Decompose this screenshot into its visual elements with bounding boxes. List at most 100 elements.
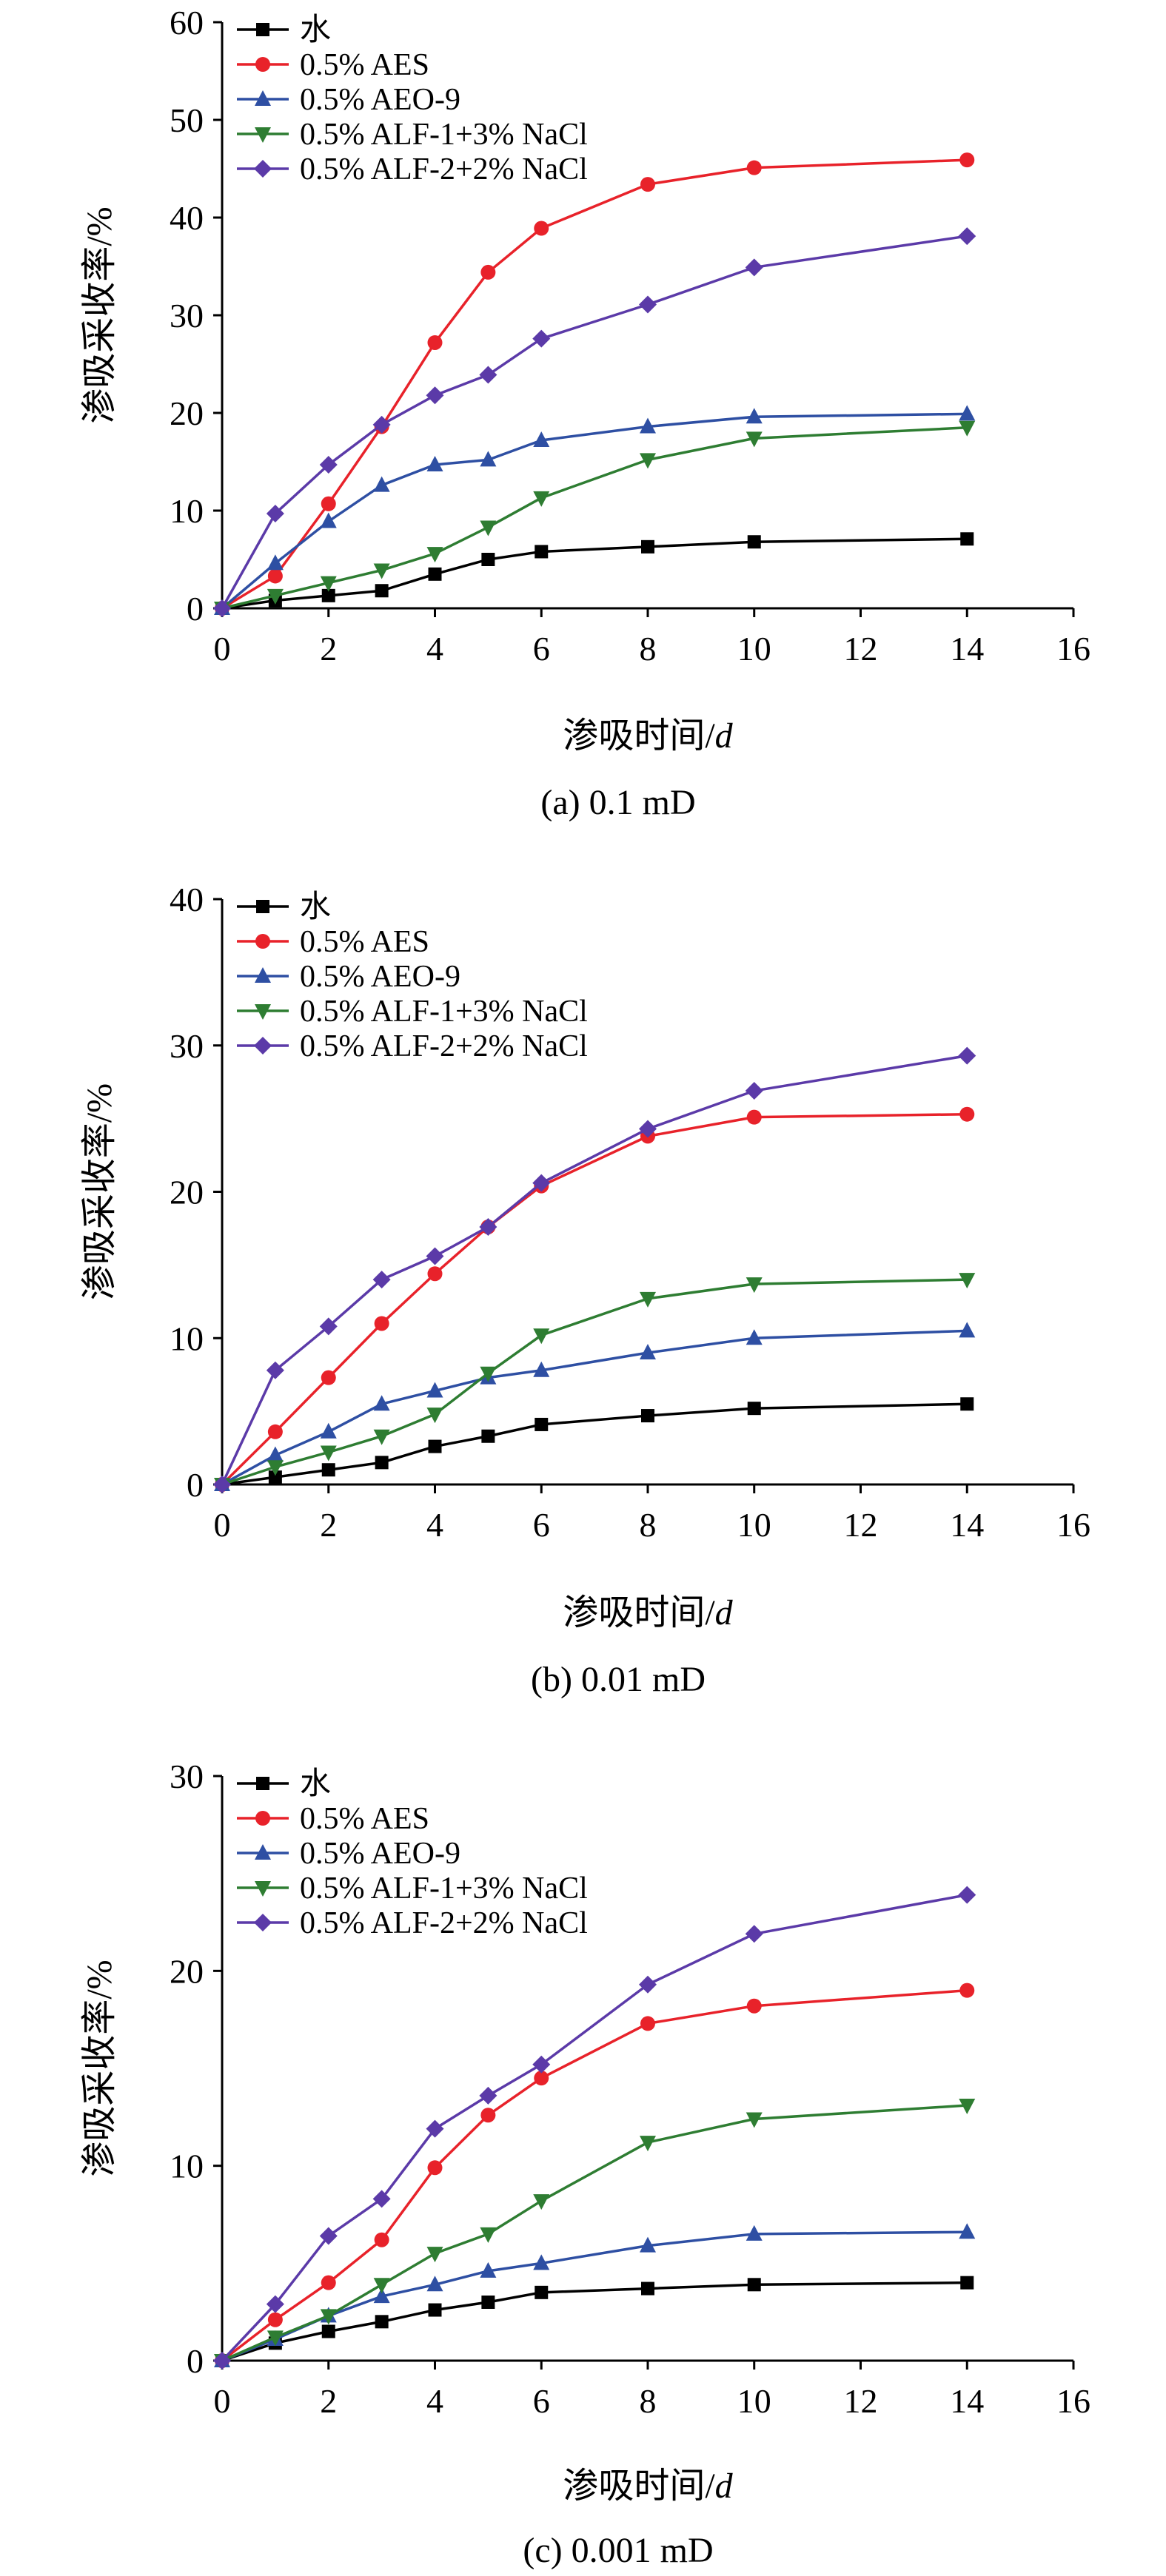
x-tick-label: 4 xyxy=(426,2382,443,2420)
data-point xyxy=(746,1998,762,2014)
data-point xyxy=(745,1082,763,1100)
data-point xyxy=(267,2312,283,2327)
data-point xyxy=(745,431,763,448)
data-point xyxy=(959,420,976,437)
data-point xyxy=(267,1460,284,1476)
data-point xyxy=(427,2160,443,2176)
data-point xyxy=(320,1422,337,1439)
legend-label: 水 xyxy=(300,1767,331,1801)
legend-label: 0.5% AEO-9 xyxy=(300,83,460,117)
legend-label: 0.5% ALF-1+3% NaCl xyxy=(300,1872,588,1906)
data-point xyxy=(321,496,336,511)
data-point xyxy=(373,1429,390,1445)
data-point xyxy=(372,1271,391,1289)
x-tick-label: 12 xyxy=(844,1506,878,1544)
data-point xyxy=(640,453,656,469)
legend-marker xyxy=(255,127,271,143)
data-point xyxy=(480,2108,496,2123)
x-tick-label: 10 xyxy=(737,1506,771,1544)
data-point xyxy=(533,1328,550,1345)
panel-caption: (c) 0.001 mD xyxy=(523,2531,713,2570)
data-point xyxy=(745,2224,763,2241)
series-line xyxy=(221,412,968,610)
data-point xyxy=(426,2119,444,2138)
series-line xyxy=(221,1278,968,1486)
data-point xyxy=(213,2352,231,2370)
data-point xyxy=(480,520,497,537)
x-tick-label: 6 xyxy=(533,2382,550,2420)
data-point xyxy=(266,1361,284,1379)
y-tick-label: 30 xyxy=(170,297,204,334)
data-point xyxy=(374,1316,389,1331)
data-point xyxy=(321,1463,335,1477)
data-point xyxy=(959,2223,976,2239)
panel-caption: (a) 0.1 mD xyxy=(540,783,695,822)
series-line xyxy=(221,537,968,610)
x-tick-label: 4 xyxy=(426,630,443,667)
panel-a: 0 2 4 6 8 10 12 14 16 0 10 20 30 40 50 60 渗吸时间/d 渗吸采收率/% (… xyxy=(80,4,1090,822)
data-point xyxy=(428,567,442,581)
data-point xyxy=(533,1361,550,1377)
x-tick-label: 6 xyxy=(533,630,550,667)
data-point xyxy=(321,2324,335,2338)
y-tick-label: 10 xyxy=(170,1319,204,1357)
x-tick-label: 2 xyxy=(320,630,337,667)
legend-label: 0.5% ALF-2+2% NaCl xyxy=(300,152,588,186)
legend-label: 0.5% ALF-1+3% NaCl xyxy=(300,118,588,152)
series-4 xyxy=(214,2099,976,2370)
data-point xyxy=(374,2232,389,2247)
x-axis-label: 渗吸时间/d xyxy=(563,1593,733,1632)
data-point xyxy=(641,2281,654,2296)
x-tick-label: 0 xyxy=(214,630,231,667)
series-1 xyxy=(215,2276,974,2367)
series-line xyxy=(221,1329,968,1486)
series-line xyxy=(221,235,968,609)
legend-label: 水 xyxy=(300,13,331,47)
legend-marker xyxy=(255,57,270,72)
x-tick-label: 12 xyxy=(844,2382,878,2420)
series-line xyxy=(221,2104,968,2362)
data-point xyxy=(747,2278,761,2292)
data-point xyxy=(640,2136,656,2152)
y-axis-label: 渗吸采收率/% xyxy=(80,1960,119,2176)
data-point xyxy=(320,1445,337,1462)
data-point xyxy=(745,1277,763,1294)
data-point xyxy=(375,1456,389,1470)
data-point xyxy=(319,1317,338,1336)
legend-marker xyxy=(254,1037,272,1055)
data-point xyxy=(213,599,231,617)
series-1 xyxy=(215,1397,974,1491)
data-point xyxy=(640,417,656,434)
legend-label: 0.5% AES xyxy=(300,48,429,82)
data-point xyxy=(959,1322,976,1338)
panel-caption: (b) 0.01 mD xyxy=(531,1660,706,1699)
panel-c: 0 2 4 6 8 10 12 14 16 0 10 20 30 渗吸时间/d 渗吸采收率/% (c) 0.0… xyxy=(80,1758,1090,2570)
data-point xyxy=(321,588,335,602)
data-point xyxy=(959,152,975,168)
data-point xyxy=(480,1366,497,1382)
data-point xyxy=(426,1247,444,1265)
legend-label: 0.5% ALF-2+2% NaCl xyxy=(300,1029,588,1063)
data-point xyxy=(745,258,763,277)
series-line xyxy=(221,1054,968,1485)
series-3 xyxy=(214,2223,976,2367)
legend-marker xyxy=(256,23,269,36)
y-tick-label: 40 xyxy=(170,199,204,237)
data-point xyxy=(747,1402,761,1416)
data-point xyxy=(480,451,497,467)
x-axis-label: 渗吸时间/d xyxy=(563,716,733,756)
x-tick-label: 10 xyxy=(737,2382,771,2420)
data-point xyxy=(267,1424,283,1439)
data-point xyxy=(481,553,495,566)
data-point xyxy=(481,2296,495,2309)
series-line xyxy=(221,2281,968,2362)
data-point xyxy=(372,2190,391,2208)
data-point xyxy=(373,2287,390,2304)
data-point xyxy=(479,2086,497,2105)
y-tick-label: 40 xyxy=(170,881,204,918)
data-point xyxy=(428,1439,442,1453)
x-axis-label-unit: d xyxy=(715,1593,734,1632)
y-axis-label: 渗吸采收率/% xyxy=(80,1083,119,1300)
